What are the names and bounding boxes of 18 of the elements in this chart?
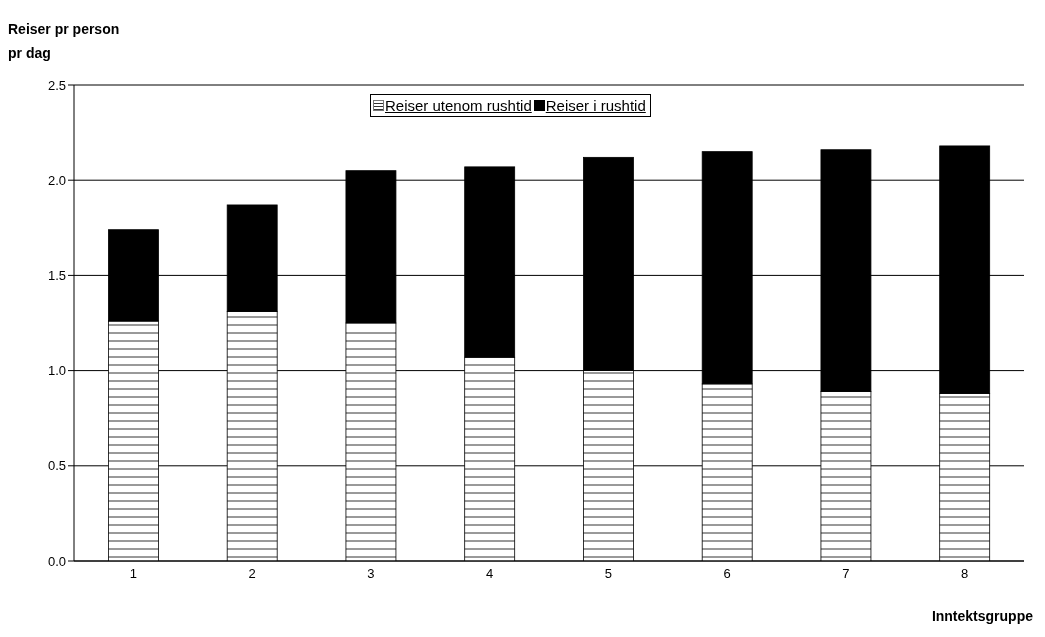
y-tick-label: 0.0	[47, 553, 66, 569]
x-tick-label: 6	[723, 566, 731, 582]
y-tick-label: 1.5	[47, 268, 66, 284]
legend-label: Reiser utenom rushtid	[385, 97, 532, 114]
y-tick-label: 2.5	[47, 77, 66, 93]
x-tick-label: 1	[129, 566, 137, 582]
y-tick-label: 1.0	[47, 363, 66, 379]
x-tick-label: 7	[842, 566, 850, 582]
x-tick-label: 8	[961, 566, 969, 582]
x-tick-label: 4	[486, 566, 494, 582]
legend-label: Reiser i rushtid	[545, 97, 646, 114]
x-axis-title: Inntektsgruppe	[931, 608, 1033, 624]
x-tick-label: 5	[604, 566, 612, 582]
x-tick-label: 2	[248, 566, 256, 582]
x-tick-label: 3	[367, 566, 375, 582]
y-tick-label: 2.0	[47, 172, 66, 188]
y-tick-label: 0.5	[47, 458, 66, 474]
y-axis-title: Reiser pr person pr dag	[8, 20, 121, 63]
